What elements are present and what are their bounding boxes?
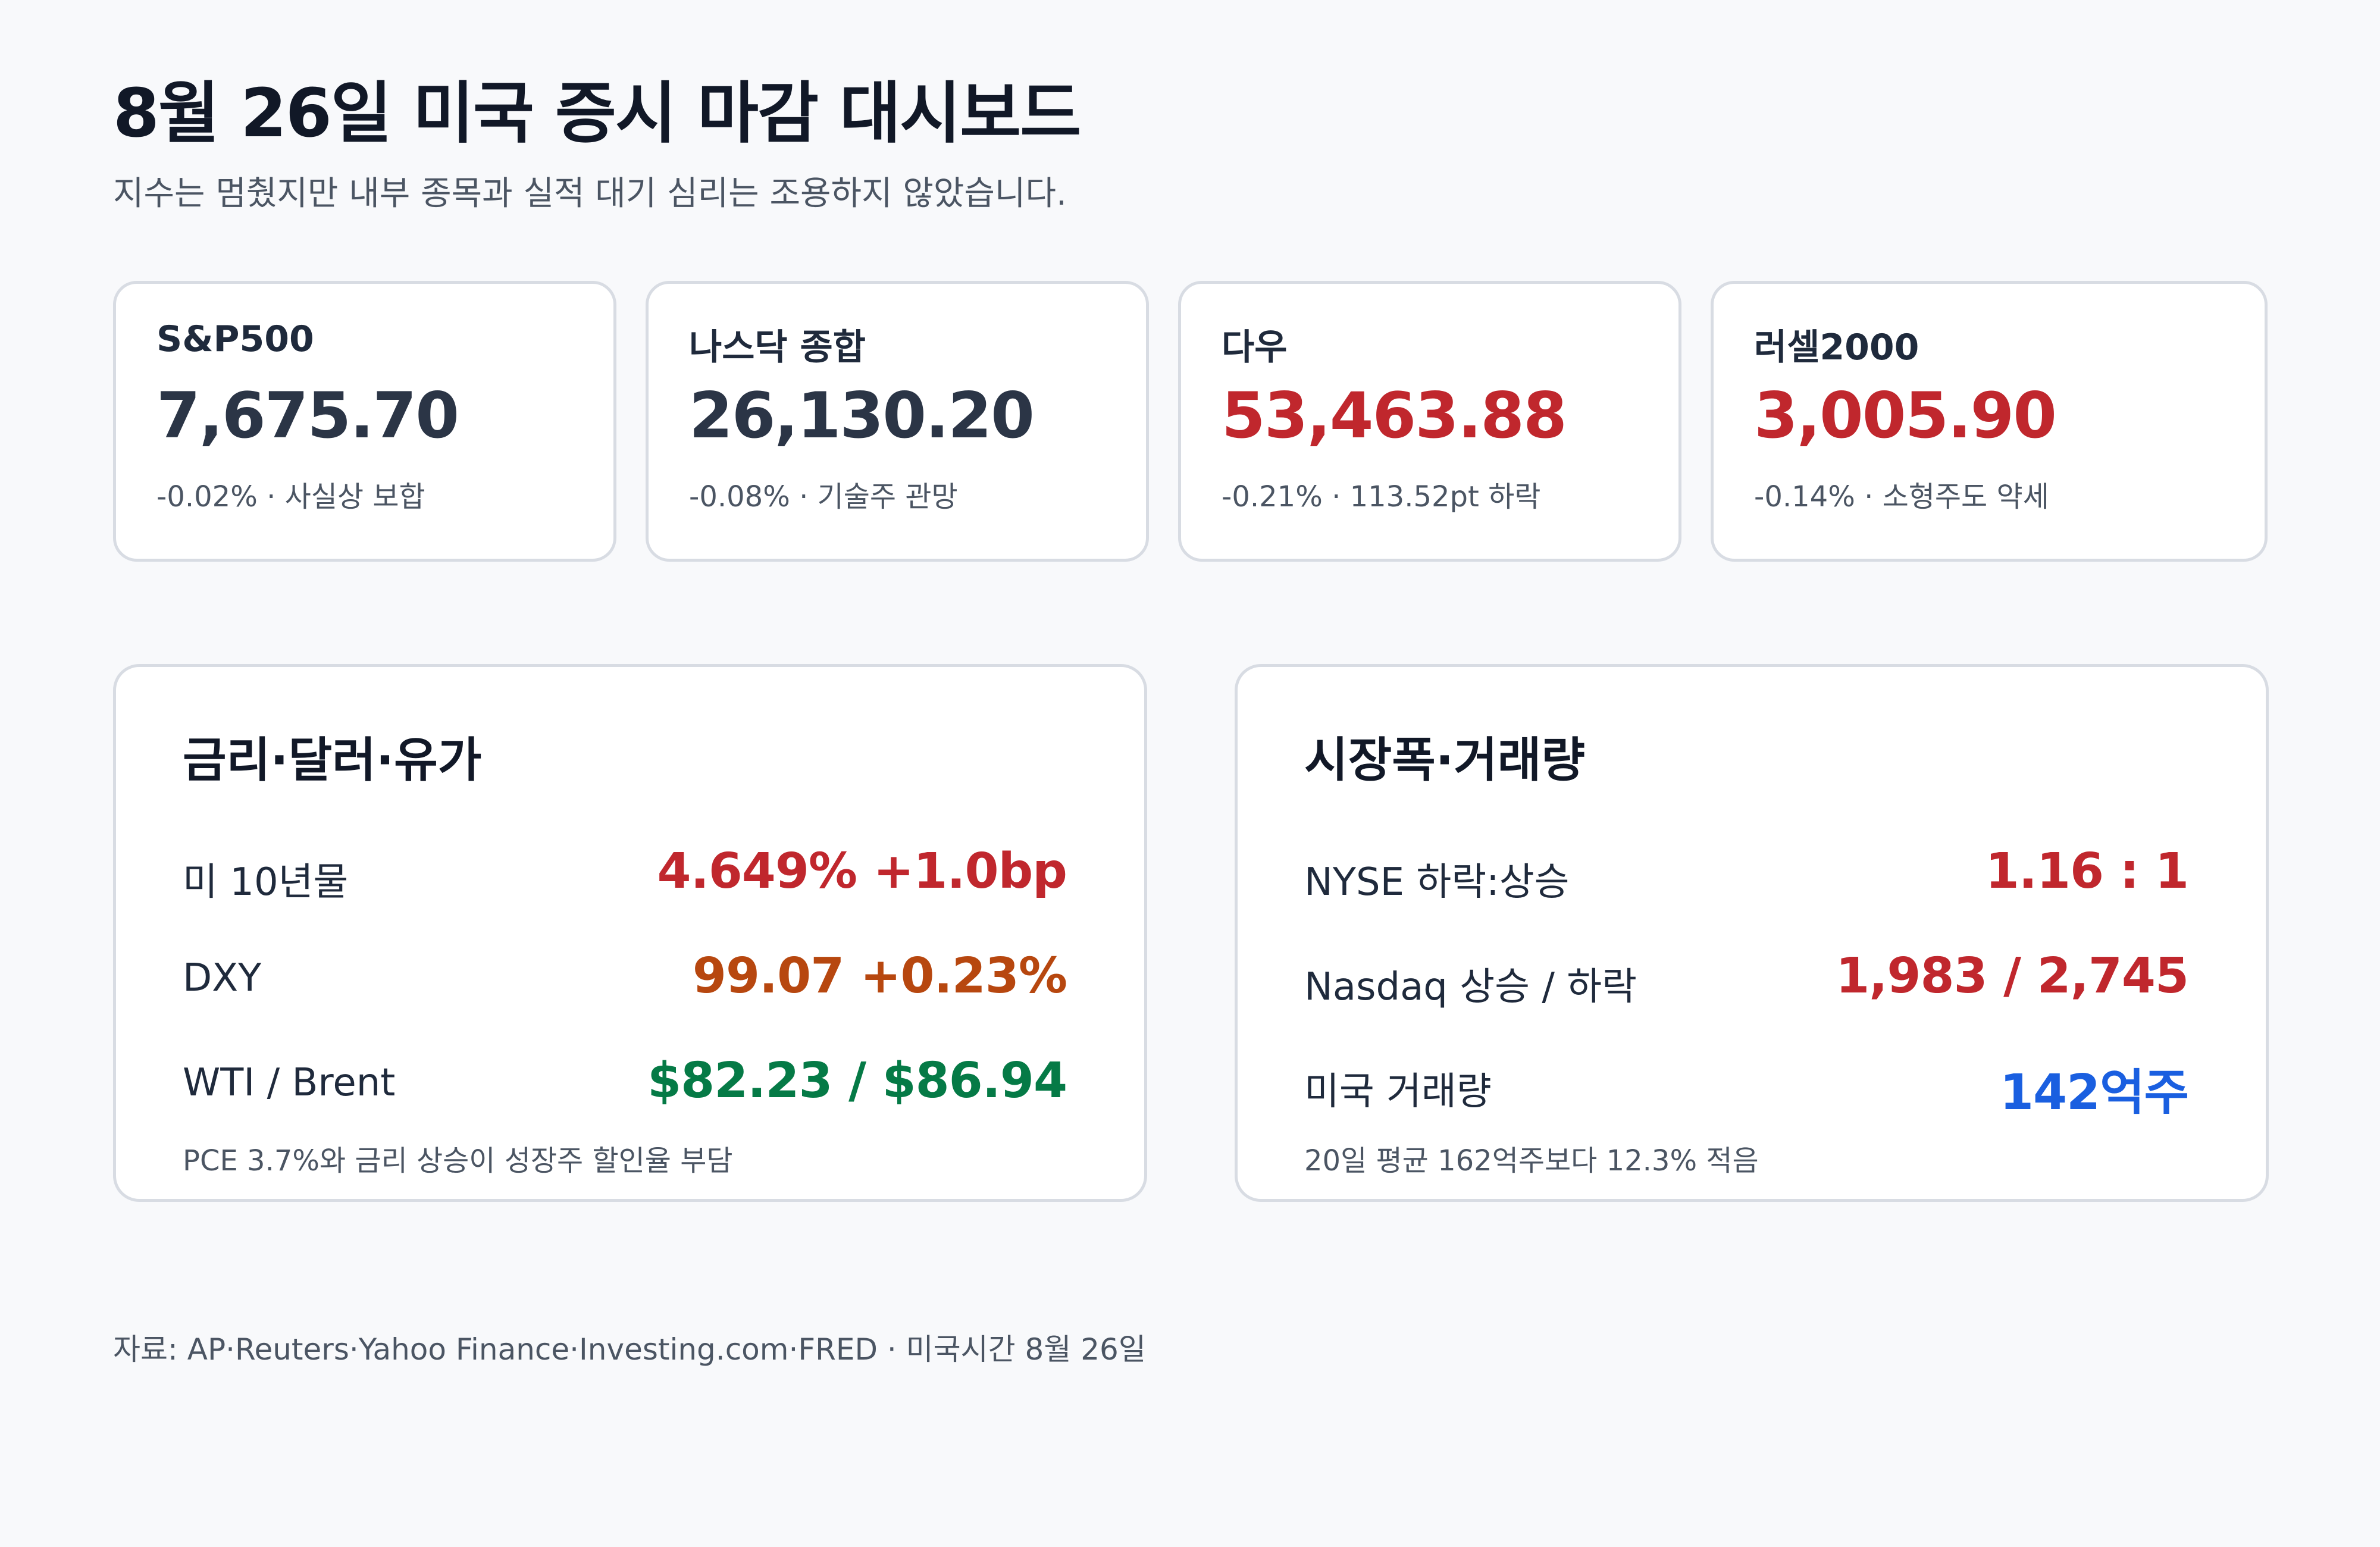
panel-title: 금리·달러·유가 (183, 732, 482, 788)
index-name: 러셀2000 (1754, 327, 1919, 368)
index-change-note: -0.21% · 113.52pt 하락 (1222, 480, 1541, 513)
index-card-dow: 다우 53,463.88 -0.21% · 113.52pt 하락 (1178, 281, 1681, 562)
page-title: 8월 26일 미국 증시 마감 대시보드 (113, 75, 1081, 152)
metric-label-us-volume: 미국 거래량 (1304, 1070, 1492, 1114)
panel-note: 20일 평균 162억주보다 12.3% 적음 (1304, 1144, 1759, 1178)
panel-note: PCE 3.7%와 금리 상승이 성장주 할인율 부담 (183, 1144, 733, 1178)
metric-value-wti-brent: $82.23 / $86.94 (647, 1053, 1067, 1109)
index-value: 26,130.20 (689, 379, 1035, 452)
metric-label-wti-brent: WTI / Brent (183, 1061, 396, 1105)
metric-label-nyse-breadth: NYSE 하락:상승 (1304, 860, 1570, 904)
rates-dollar-oil-panel: 금리·달러·유가 미 10년물 4.649% +1.0bp DXY 99.07 … (113, 664, 1147, 1202)
index-card-russell2000: 러셀2000 3,005.90 -0.14% · 소형주도 약세 (1711, 281, 2268, 562)
index-card-nasdaq: 나스닥 종합 26,130.20 -0.08% · 기술주 관망 (646, 281, 1149, 562)
index-card-sp500: S&P500 7,675.70 -0.02% · 사실상 보합 (113, 281, 616, 562)
metric-value-nyse-breadth: 1.16 : 1 (1985, 843, 2189, 900)
metric-label-dxy: DXY (183, 956, 262, 1000)
index-value: 53,463.88 (1222, 379, 1567, 452)
metric-value-dxy: 99.07 +0.23% (692, 948, 1067, 1004)
index-change-note: -0.08% · 기술주 관망 (689, 480, 958, 513)
index-change-note: -0.14% · 소형주도 약세 (1754, 480, 2049, 513)
index-value: 7,675.70 (156, 379, 459, 452)
index-value: 3,005.90 (1754, 379, 2057, 452)
index-name: 다우 (1222, 327, 1288, 368)
metric-label-nasdaq-breadth: Nasdaq 상승 / 하락 (1304, 965, 1637, 1009)
index-change-note: -0.02% · 사실상 보합 (156, 480, 425, 513)
source-footnote: 자료: AP·Reuters·Yahoo Finance·Investing.c… (113, 1332, 1146, 1367)
index-name: S&P500 (156, 318, 314, 360)
page-subtitle: 지수는 멈췄지만 내부 종목과 실적 대기 심리는 조용하지 않았습니다. (113, 174, 1067, 213)
metric-label-us10y: 미 10년물 (183, 860, 349, 904)
panel-title: 시장폭·거래량 (1304, 732, 1585, 788)
metric-value-us-volume: 142억주 (1999, 1064, 2189, 1121)
metric-value-us10y: 4.649% +1.0bp (657, 843, 1067, 900)
breadth-volume-panel: 시장폭·거래량 NYSE 하락:상승 1.16 : 1 Nasdaq 상승 / … (1235, 664, 2269, 1202)
index-name: 나스닥 종합 (689, 327, 866, 368)
metric-value-nasdaq-breadth: 1,983 / 2,745 (1836, 948, 2189, 1004)
